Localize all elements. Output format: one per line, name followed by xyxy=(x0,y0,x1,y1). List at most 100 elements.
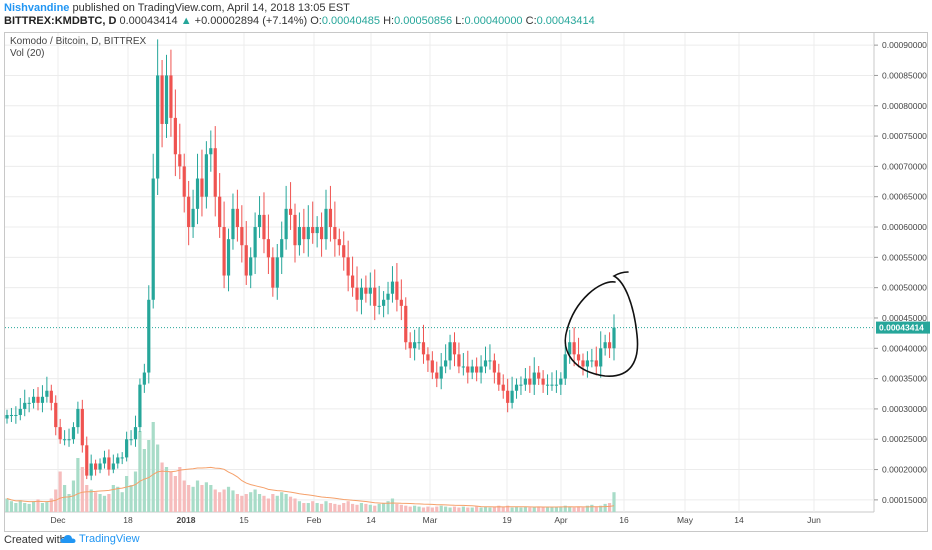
candle-body xyxy=(178,154,182,167)
volume-bar xyxy=(328,503,333,512)
volume-bar xyxy=(218,492,222,512)
candle-body xyxy=(107,457,111,470)
candle-body xyxy=(62,439,67,441)
volume-bar xyxy=(288,496,293,512)
cloud-icon xyxy=(60,535,76,543)
volume-legend: Vol (20) xyxy=(10,48,45,59)
volume-bar xyxy=(111,485,115,512)
volume-bar xyxy=(306,503,310,512)
volume-bar xyxy=(426,506,430,512)
volume-bar xyxy=(195,480,200,512)
candle-body xyxy=(492,360,496,373)
volume-bar xyxy=(14,503,18,512)
volume-bar xyxy=(18,500,22,512)
candle-body xyxy=(559,378,563,385)
volume-bar xyxy=(297,501,302,512)
grid-lines xyxy=(5,33,875,513)
candle-body xyxy=(253,227,257,258)
y-tick-label: 0.00030000 xyxy=(882,404,927,414)
volume-bar xyxy=(514,506,519,512)
candle-body xyxy=(94,463,98,470)
high-label: H: xyxy=(383,15,395,27)
volume-bar xyxy=(200,485,204,512)
volume-bar xyxy=(182,480,186,512)
candle-body xyxy=(430,360,434,373)
candle-body xyxy=(111,463,115,470)
volume-bar xyxy=(58,471,62,512)
candle-body xyxy=(528,378,532,385)
footer: Created with TradingView xyxy=(0,532,932,550)
candle-body xyxy=(594,360,598,367)
candle-body xyxy=(444,360,448,367)
change-arrow-icon: ▲ xyxy=(180,15,192,27)
candle-body xyxy=(466,366,470,373)
volume-bar xyxy=(271,494,275,512)
candle-body xyxy=(461,366,465,368)
volume-bar xyxy=(532,507,536,512)
volume-bar xyxy=(373,505,377,512)
volume-bar xyxy=(475,506,479,512)
candle-body xyxy=(439,366,443,379)
x-tick-label: 2018 xyxy=(177,515,196,525)
candle-body xyxy=(284,208,288,240)
volume-bar xyxy=(235,494,239,512)
candle-body xyxy=(395,281,399,300)
candle-body xyxy=(280,239,284,258)
volume-bar xyxy=(138,431,142,512)
x-axis: Dec 18 2018 15 Feb 14 Mar 19 Apr 16 May 14 Jun xyxy=(50,515,821,525)
close-value: 0.00043414 xyxy=(119,15,178,27)
candle-body xyxy=(599,348,603,367)
volume-bar xyxy=(151,422,155,512)
volume-bar xyxy=(413,505,417,512)
volume-bar xyxy=(382,503,386,512)
volume-bar xyxy=(470,507,474,512)
chart-frame[interactable] xyxy=(4,32,928,532)
candle-body xyxy=(129,439,133,441)
low-label: L: xyxy=(455,15,465,27)
y-tick-label: 0.00035000 xyxy=(882,374,927,384)
hand-drawn-circle xyxy=(564,271,639,377)
candle-body xyxy=(235,208,239,228)
candle-body xyxy=(31,396,36,403)
chart-header: Nishvandine published on TradingView.com… xyxy=(0,0,932,32)
candle-body xyxy=(36,396,40,403)
volume-bar xyxy=(576,506,581,512)
y-axis: 0.00090000 0.00085000 0.00080000 0.00075000… xyxy=(874,40,927,505)
candle-body xyxy=(572,342,576,355)
volume-bar xyxy=(222,489,226,512)
candle-body xyxy=(218,196,222,228)
candle-body xyxy=(364,287,368,294)
candle-body xyxy=(164,75,169,124)
volume-bar xyxy=(368,504,372,512)
x-tick-label: 19 xyxy=(502,515,512,525)
volume-bar xyxy=(164,467,169,512)
volume-bar xyxy=(612,492,616,512)
volume-bar xyxy=(607,503,612,512)
candle-body xyxy=(275,257,279,288)
candle-body xyxy=(581,360,585,367)
volume-bar xyxy=(98,494,102,512)
volume-bar xyxy=(262,495,266,512)
tradingview-logo[interactable]: TradingView xyxy=(60,533,140,545)
candle-body xyxy=(519,384,523,386)
volume-bar xyxy=(173,476,177,512)
volume-bar xyxy=(510,507,514,512)
volume-bar xyxy=(563,505,567,512)
volume-bar xyxy=(457,507,461,512)
candle-body xyxy=(483,360,488,367)
volume-bar xyxy=(23,503,27,512)
candle-body xyxy=(191,208,195,228)
volume-bar xyxy=(31,501,36,512)
volume-bar xyxy=(231,490,235,512)
candle-body xyxy=(386,293,390,300)
author-name[interactable]: Nishvandine xyxy=(4,2,70,14)
volume-bar xyxy=(572,507,576,512)
volume-bar xyxy=(257,494,262,512)
volume-bar xyxy=(45,502,49,512)
volume-bar xyxy=(483,506,488,512)
candle-body xyxy=(222,227,226,276)
volume-bar xyxy=(319,503,324,512)
candle-body xyxy=(333,227,337,240)
x-tick-label: 16 xyxy=(619,515,629,525)
